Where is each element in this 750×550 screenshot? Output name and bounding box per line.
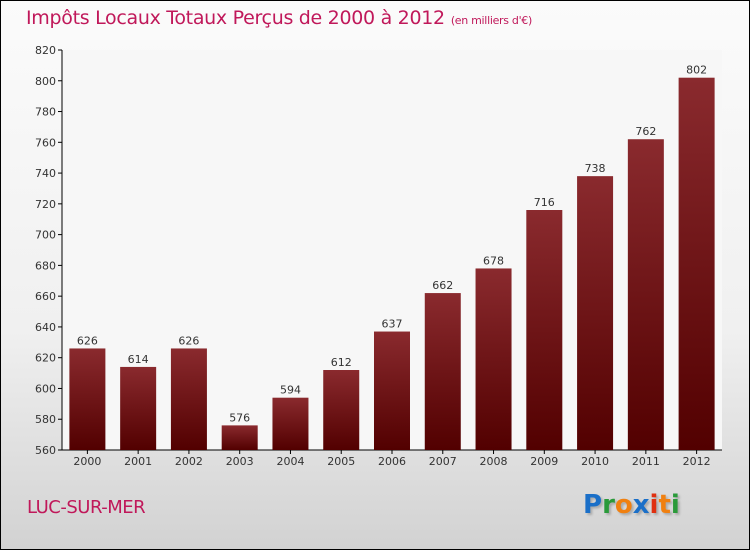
bar (69, 348, 106, 450)
bar (577, 176, 614, 450)
x-tick-label: 2012 (683, 455, 711, 468)
bar (374, 331, 410, 450)
bar (272, 397, 309, 450)
data-label: 738 (585, 162, 606, 175)
data-label: 612 (331, 356, 352, 369)
y-tick-label: 620 (35, 352, 56, 365)
logo-letter: t (658, 490, 671, 520)
x-tick-label: 2011 (632, 455, 660, 468)
data-label: 716 (534, 196, 555, 209)
logo-letter: i (670, 490, 680, 520)
y-tick-label: 660 (35, 290, 56, 303)
x-tick-label: 2008 (480, 455, 508, 468)
bar (323, 370, 360, 450)
city-name: LUC-SUR-MER (27, 497, 146, 518)
x-tick-label: 2001 (124, 455, 152, 468)
bar (424, 293, 461, 450)
x-tick-label: 2002 (175, 455, 203, 468)
logo-letter: x (632, 490, 650, 520)
y-tick-label: 820 (35, 44, 56, 57)
y-tick-label: 600 (35, 382, 56, 395)
y-tick-label: 700 (35, 229, 56, 242)
x-tick-label: 2009 (530, 455, 558, 468)
y-tick-label: 740 (35, 167, 56, 180)
logo-letter: r (602, 490, 615, 520)
bar (526, 210, 563, 450)
x-tick-label: 2003 (226, 455, 254, 468)
x-tick-label: 2006 (378, 455, 406, 468)
x-tick-label: 2000 (73, 455, 101, 468)
data-label: 662 (432, 279, 453, 292)
y-tick-label: 780 (35, 106, 56, 119)
y-tick-label: 580 (35, 413, 56, 426)
data-label: 576 (229, 411, 250, 424)
bar (678, 77, 715, 450)
bar (120, 366, 157, 450)
y-tick-label: 680 (35, 259, 56, 272)
y-tick-label: 800 (35, 75, 56, 88)
proxiti-logo: Proxiti (583, 490, 680, 520)
data-label: 802 (686, 64, 707, 77)
data-label: 626 (77, 334, 98, 347)
bar (221, 425, 258, 450)
data-label: 678 (483, 254, 504, 267)
subtitle-text: (en milliers d'€) (450, 14, 532, 27)
data-label: 594 (280, 384, 301, 397)
y-tick-label: 760 (35, 136, 56, 149)
bar (627, 139, 664, 450)
y-tick-label: 720 (35, 198, 56, 211)
data-label: 626 (178, 334, 199, 347)
logo-letter: o (614, 490, 633, 520)
y-tick-label: 640 (35, 321, 56, 334)
data-label: 637 (382, 318, 403, 331)
chart-title: Impôts Locaux Totaux Perçus de 2000 à 20… (26, 7, 532, 29)
bar (170, 348, 207, 450)
x-tick-label: 2004 (276, 455, 304, 468)
data-label: 762 (635, 125, 656, 138)
x-tick-label: 2007 (429, 455, 457, 468)
logo-letter: P (583, 490, 603, 520)
x-tick-label: 2010 (581, 455, 609, 468)
logo-letter: i (649, 490, 659, 520)
x-tick-label: 2005 (327, 455, 355, 468)
data-label: 614 (128, 353, 149, 366)
bar (475, 268, 512, 450)
title-text: Impôts Locaux Totaux Perçus de 2000 à 20… (26, 7, 445, 29)
y-tick-label: 560 (35, 444, 56, 457)
